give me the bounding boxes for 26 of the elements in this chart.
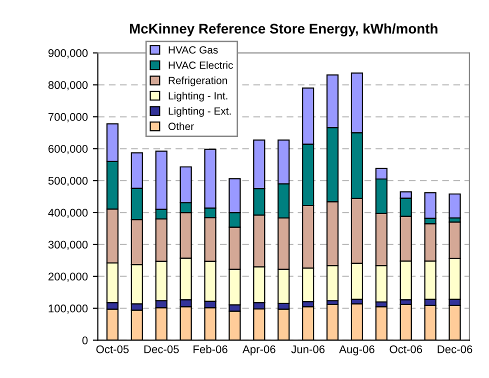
y-tick-label: 300,000 xyxy=(48,240,88,250)
x-tick-label: Aug-06 xyxy=(339,345,374,356)
x-tick-label: Dec-05 xyxy=(144,345,179,354)
y-tick-label: 200,000 xyxy=(48,272,88,282)
y-tick-label: 100,000 xyxy=(48,304,88,314)
y-tick-label: 900,000 xyxy=(48,49,88,58)
x-tick-label: Feb-06 xyxy=(194,345,228,354)
x-tick-label: Oct-06 xyxy=(390,345,422,354)
legend-label: Lighting - Ext. xyxy=(168,107,231,117)
legend-label: Lighting - Int. xyxy=(168,92,228,102)
bar xyxy=(448,193,461,218)
legend-label: Refrigeration xyxy=(168,76,227,86)
x-tick-label: Dec-06 xyxy=(438,345,472,354)
y-tick-label: 500,000 xyxy=(48,176,88,186)
y-tick-label: 400,000 xyxy=(48,208,88,218)
x-tick-label: Jun-06 xyxy=(291,345,325,354)
y-tick-label: 0 xyxy=(82,336,88,344)
x-tick-label: Apr-06 xyxy=(242,345,276,356)
legend-label: HVAC Gas xyxy=(168,46,218,54)
x-tick-label: Oct-05 xyxy=(96,345,129,354)
y-tick-label: 800,000 xyxy=(48,81,88,90)
legend-label: Other xyxy=(168,122,194,130)
chart-title: McKinney Reference Store Energy, kWh/month xyxy=(130,23,438,36)
legend-label: HVAC Electric xyxy=(168,61,233,69)
y-tick-label: 600,000 xyxy=(48,144,88,154)
y-tick-label: 700,000 xyxy=(48,113,88,122)
